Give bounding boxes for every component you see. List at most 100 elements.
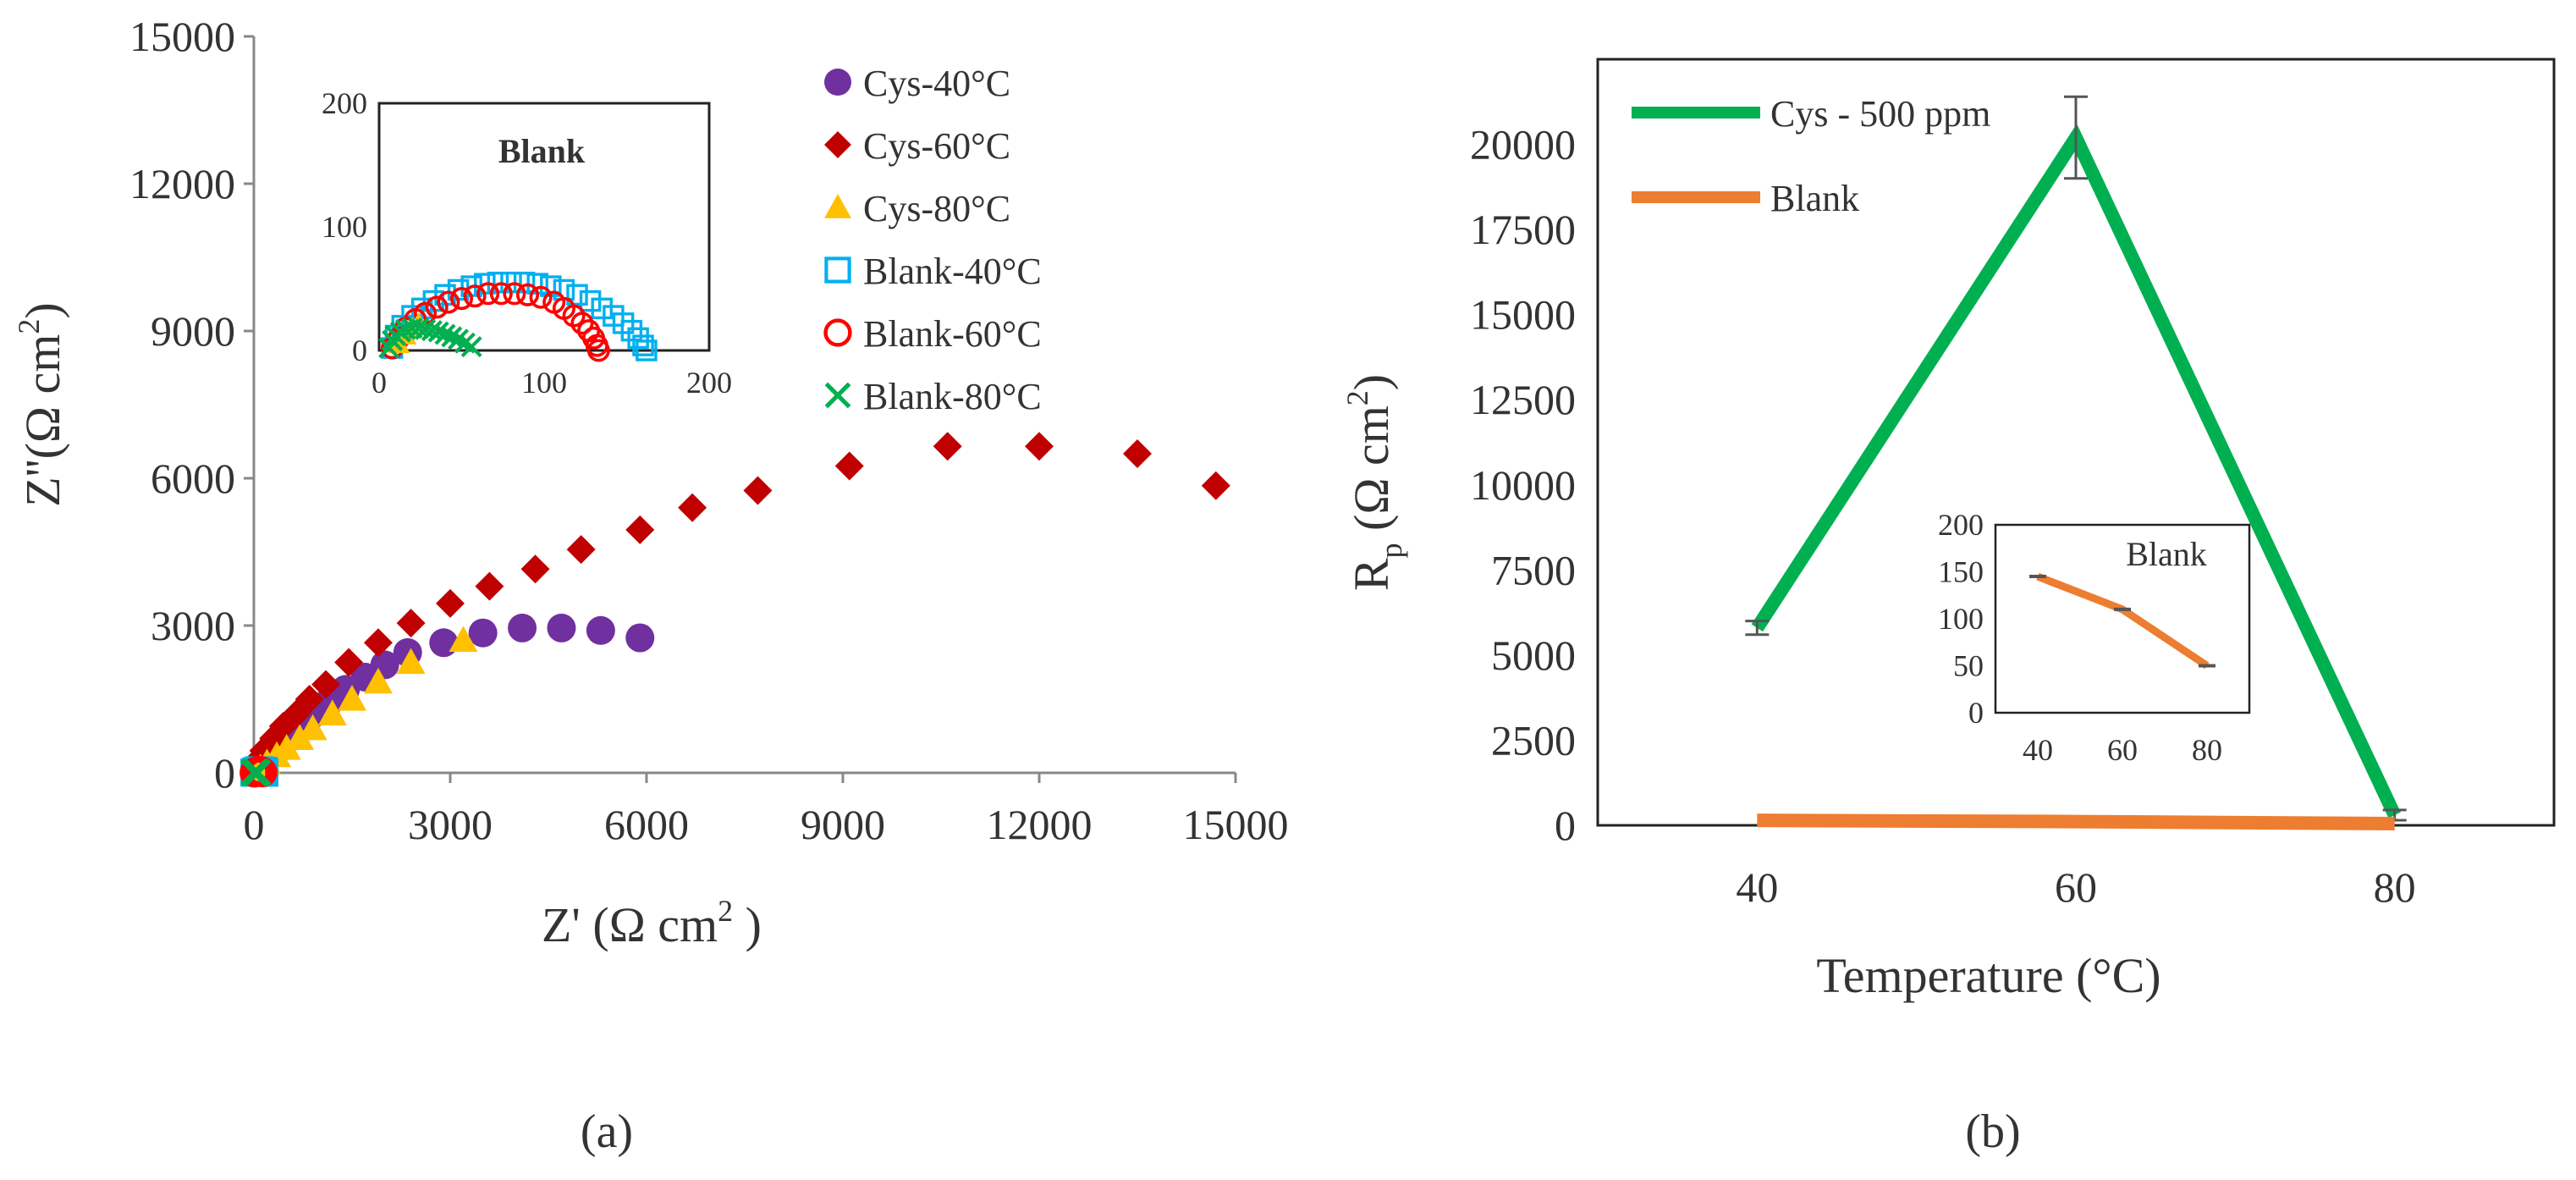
panel-a-inset-y-tick-label: 100 — [322, 210, 367, 244]
panel-a-y-tick-label: 6000 — [151, 455, 235, 502]
panel-a-inset-title: Blank — [498, 132, 586, 170]
panel-b-inset-y-tick-label: 0 — [1968, 696, 1984, 730]
panel-a-point-cys-60-c — [1123, 439, 1152, 468]
panel-a-x-tick-label: 9000 — [801, 801, 885, 848]
panel-a-point-cys-40-c — [468, 618, 498, 648]
panel-b-y-tick-label: 7500 — [1491, 546, 1576, 593]
panel-a-point-cys-60-c — [396, 609, 426, 638]
panel-a-y-tick-label: 9000 — [151, 307, 235, 355]
panel-b-y-tick-label: 15000 — [1470, 291, 1576, 339]
panel-b-y-tick-label: 0 — [1555, 802, 1576, 849]
panel-a-inset-point-blank-60-c — [529, 285, 553, 309]
panel-a-x-tick-label: 6000 — [604, 801, 689, 848]
panel-a-legend-marker-cys-60-c — [824, 131, 851, 158]
panel-b-y-tick-label: 17500 — [1470, 206, 1576, 253]
panel-a-inset-point-blank-40-c — [579, 289, 602, 312]
panel-b-errorbar-cys-500-ppm — [2064, 95, 2088, 180]
panel-a-point-cys-60-c — [1025, 432, 1054, 461]
panel-b-y-tick-label: 10000 — [1470, 461, 1576, 509]
panel-a-inset-point-blank-40-c — [591, 297, 613, 320]
panel-b-x-tick-label: 80 — [2374, 863, 2416, 911]
panel-a-legend-label-blank-80-c: Blank-80°C — [863, 376, 1042, 417]
panel-b-y-title: Rp (Ω cm2) — [1340, 374, 1408, 591]
panel-b-legend-label-cys-500-ppm: Cys - 500 ppm — [1770, 93, 1990, 135]
panel-b-x-title: Temperature (°C) — [1816, 948, 2160, 1003]
panel-a-inset-point-blank-40-c — [566, 284, 588, 306]
panel-a-x-tick-label: 15000 — [1183, 801, 1289, 848]
panel-a-inset-x-tick-label: 0 — [372, 366, 387, 400]
panel-a-point-cys-80-c — [363, 667, 393, 694]
panel-a-inset-point-blank-40-c — [410, 297, 433, 320]
panel-b-y-tick-label: 2500 — [1491, 716, 1576, 764]
panel-a-legend-marker-blank-80-c — [824, 382, 851, 409]
panel-a-legend: Cys-40°C Cys-60°C Cys-80°C Blank-40°C Blank-… — [823, 63, 1042, 417]
panel-a-point-blank-60-c — [247, 757, 278, 788]
panel-a-legend-marker-blank-60-c — [823, 318, 852, 347]
panel-b-inset-y-tick-label: 150 — [1938, 555, 1984, 589]
panel-a-inset: Blank 0 100 200 0 100 200 — [322, 86, 732, 400]
panel-a-legend-marker-blank-40-c — [824, 256, 851, 284]
panel-a-point-cys-80-c — [338, 685, 366, 711]
panel-a-point-cys-80-c — [272, 734, 301, 760]
panel-a-point-cys-60-c — [436, 588, 465, 618]
panel-a-y-tick-label: 0 — [214, 749, 235, 797]
panel-a-point-cys-80-c — [285, 724, 315, 750]
panel-b-inset-x-tick-label: 80 — [2192, 733, 2222, 767]
panel-a-point-cys-60-c — [834, 451, 864, 481]
panel-a-inset-point-blank-80-c — [427, 321, 449, 343]
panel-b-legend: Cys - 500 ppm Blank — [1632, 93, 1990, 219]
panel-a-inset-point-blank-60-c — [437, 290, 460, 314]
panel-a-point-cys-60-c — [678, 493, 707, 522]
panel-a-inset-point-blank-80-c — [434, 323, 456, 345]
panel-b-legend-label-blank: Blank — [1770, 178, 1859, 219]
panel-a-inset-point-blank-40-c — [620, 319, 643, 342]
panel-a-legend-label-cys-40-c: Cys-40°C — [863, 63, 1010, 104]
panel-a-legend-label-cys-80-c: Cys-80°C — [863, 188, 1010, 229]
panel-a-y-tick-label: 15000 — [129, 13, 235, 60]
panel-a-inset-x-tick-label: 200 — [686, 366, 732, 400]
panel-b-y-tick-label: 20000 — [1470, 121, 1576, 168]
panel-a-point-cys-60-c — [334, 648, 364, 677]
panel-b-errorbar-cys-500-ppm — [1745, 620, 1770, 637]
panel-a-inset-point-blank-60-c — [489, 282, 513, 306]
panel-b-inset-x-tick-label: 40 — [2023, 733, 2053, 767]
panel-a-inset-x-tick-label: 100 — [521, 366, 567, 400]
panel-a-legend-marker-cys-80-c — [824, 194, 851, 218]
panel-a-inset-point-blank-60-c — [570, 312, 594, 335]
panel-b-inset-frame — [1994, 523, 2251, 714]
panel-a-point-cys-60-c — [625, 515, 655, 544]
panel-b-inset-y-tick-label: 100 — [1938, 602, 1984, 636]
panel-a-legend-label-blank-60-c: Blank-60°C — [863, 313, 1042, 355]
panel-a-inset-point-blank-60-c — [586, 339, 610, 362]
panel-a-point-cys-80-c — [317, 699, 347, 725]
panel-a-x-tick-label: 12000 — [987, 801, 1093, 848]
panel-a-inset-point-blank-80-c — [421, 320, 443, 342]
panel-b-inset-y-tick-label: 50 — [1953, 649, 1984, 683]
panel-b-y-tick-label: 12500 — [1470, 376, 1576, 423]
panel-a-point-cys-60-c — [520, 554, 550, 584]
panel-a-point-cys-40-c — [625, 623, 655, 653]
panel-b-inset: Blank 40 60 80 0 50 100 150 200 — [1938, 508, 2251, 767]
panel-a-inset-point-blank-60-c — [463, 284, 487, 308]
panel-a-x-tick-label: 3000 — [408, 801, 493, 848]
panel-a-point-cys-80-c — [396, 648, 426, 675]
panel-b-y-tick-label: 5000 — [1491, 631, 1576, 679]
panel-b-line-blank — [1757, 813, 2395, 830]
panel-a-chart: 0 3000 6000 9000 12000 15000 0 3000 6000 9000 120… — [12, 13, 1289, 1158]
panel-b-inset-title: Blank — [2126, 535, 2207, 573]
panel-a-point-cys-60-c — [566, 535, 596, 565]
panel-a-point-cys-40-c — [547, 613, 576, 642]
panel-a-legend-marker-cys-40-c — [824, 69, 851, 96]
panel-b-x-tick-label: 40 — [1736, 863, 1778, 911]
panel-a-point-cys-40-c — [429, 628, 459, 658]
panel-a-point-cys-60-c — [1201, 471, 1230, 500]
panel-a-inset-point-blank-40-c — [632, 334, 654, 356]
panel-a-y-tick-label: 3000 — [151, 602, 235, 649]
panel-a-point-cys-60-c — [311, 670, 341, 699]
panel-b-inset-x-tick-label: 60 — [2107, 733, 2138, 767]
panel-a-inset-point-blank-60-c — [515, 283, 540, 306]
panel-a-inset-point-blank-60-c — [425, 295, 449, 319]
panel-a-legend-label-cys-60-c: Cys-60°C — [863, 125, 1010, 167]
panel-a-inset-point-blank-80-c — [460, 336, 482, 358]
